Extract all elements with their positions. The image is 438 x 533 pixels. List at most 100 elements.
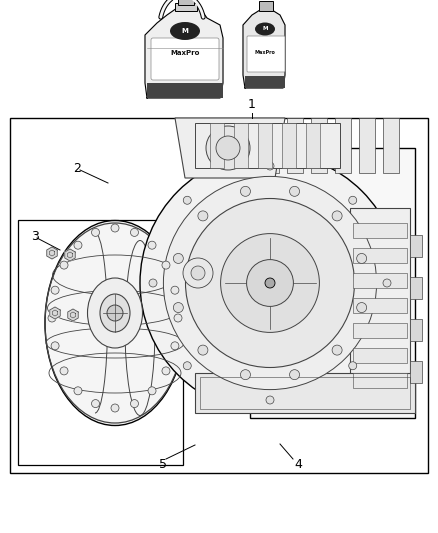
- FancyBboxPatch shape: [247, 36, 285, 72]
- Circle shape: [265, 278, 275, 288]
- Circle shape: [216, 136, 240, 160]
- Circle shape: [290, 370, 300, 379]
- Text: M: M: [182, 28, 188, 34]
- Circle shape: [247, 260, 293, 306]
- Bar: [175, 3, 197, 11]
- Polygon shape: [145, 5, 223, 98]
- Circle shape: [51, 286, 59, 294]
- Bar: [306, 123, 320, 168]
- Bar: [10, 118, 428, 473]
- Circle shape: [266, 396, 274, 404]
- Circle shape: [198, 345, 208, 355]
- Circle shape: [163, 176, 377, 390]
- Circle shape: [183, 196, 191, 204]
- Circle shape: [51, 342, 59, 350]
- Circle shape: [92, 400, 99, 408]
- Polygon shape: [175, 118, 285, 178]
- Bar: [210, 123, 224, 168]
- Circle shape: [92, 229, 99, 237]
- Bar: [200, 377, 410, 409]
- Circle shape: [173, 253, 184, 263]
- Bar: [410, 319, 422, 341]
- Bar: [311, 118, 327, 173]
- Bar: [259, 1, 273, 11]
- Bar: [383, 118, 399, 173]
- Circle shape: [60, 261, 68, 269]
- Ellipse shape: [255, 22, 275, 36]
- Bar: [335, 118, 351, 173]
- Text: M: M: [262, 27, 268, 31]
- Circle shape: [174, 314, 182, 322]
- Circle shape: [332, 345, 342, 355]
- Circle shape: [349, 196, 357, 204]
- Ellipse shape: [88, 278, 142, 348]
- Circle shape: [240, 187, 251, 196]
- Circle shape: [162, 367, 170, 375]
- Bar: [263, 118, 279, 173]
- Bar: [353, 298, 407, 313]
- Circle shape: [74, 241, 82, 249]
- Bar: [410, 361, 422, 383]
- Bar: [287, 118, 303, 173]
- Circle shape: [148, 241, 156, 249]
- Bar: [195, 373, 415, 413]
- FancyBboxPatch shape: [151, 38, 219, 80]
- Polygon shape: [65, 249, 75, 261]
- Text: 4: 4: [294, 458, 302, 472]
- Bar: [239, 118, 255, 173]
- Bar: [359, 118, 375, 173]
- Bar: [234, 123, 248, 168]
- Bar: [353, 323, 407, 338]
- Bar: [215, 118, 231, 173]
- Bar: [353, 223, 407, 238]
- Polygon shape: [68, 309, 78, 321]
- Circle shape: [191, 266, 205, 280]
- Ellipse shape: [45, 221, 185, 425]
- Circle shape: [131, 229, 138, 237]
- Circle shape: [173, 303, 184, 312]
- Circle shape: [349, 362, 357, 370]
- Circle shape: [111, 224, 119, 232]
- Circle shape: [162, 261, 170, 269]
- Bar: [350, 208, 410, 398]
- Circle shape: [183, 258, 213, 288]
- Circle shape: [332, 211, 342, 221]
- Text: MaxPro: MaxPro: [254, 51, 276, 55]
- Polygon shape: [243, 10, 285, 88]
- Polygon shape: [50, 307, 60, 319]
- Bar: [410, 235, 422, 257]
- Text: 3: 3: [31, 230, 39, 244]
- Text: 1: 1: [248, 99, 256, 111]
- Bar: [245, 76, 285, 88]
- Circle shape: [357, 253, 367, 263]
- Bar: [353, 348, 407, 363]
- Polygon shape: [250, 148, 415, 418]
- Circle shape: [221, 233, 319, 333]
- Circle shape: [383, 279, 391, 287]
- Bar: [410, 277, 422, 299]
- Circle shape: [171, 286, 179, 294]
- Bar: [147, 83, 223, 98]
- Bar: [183, 233, 213, 343]
- Circle shape: [74, 387, 82, 395]
- Ellipse shape: [170, 22, 200, 40]
- Circle shape: [131, 400, 138, 408]
- Circle shape: [48, 314, 56, 322]
- Bar: [353, 373, 407, 388]
- Circle shape: [148, 387, 156, 395]
- Circle shape: [198, 211, 208, 221]
- Bar: [195, 123, 340, 168]
- Circle shape: [357, 303, 367, 312]
- Text: 2: 2: [73, 161, 81, 174]
- Polygon shape: [47, 247, 57, 259]
- Bar: [258, 123, 272, 168]
- Bar: [18, 220, 183, 465]
- Circle shape: [186, 198, 354, 367]
- Ellipse shape: [100, 294, 130, 332]
- Text: MaxPro: MaxPro: [170, 50, 200, 56]
- Bar: [178, 0, 194, 5]
- Bar: [353, 273, 407, 288]
- Circle shape: [107, 305, 123, 321]
- Circle shape: [140, 153, 400, 413]
- Circle shape: [240, 370, 251, 379]
